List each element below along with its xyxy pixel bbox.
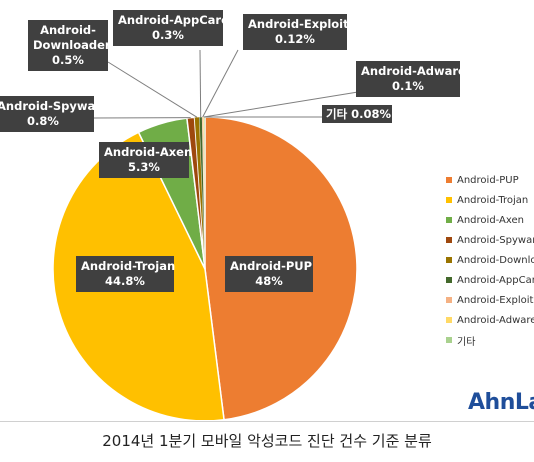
- legend-item: Android-Axen: [446, 210, 534, 230]
- leader-line-5: [199, 49, 202, 118]
- callout-android-appcare-pct: 0.3%: [152, 28, 184, 42]
- callout-android-spyware: Android-Spyware 0.8%: [0, 96, 109, 132]
- callout-android-pup-pct: 48%: [255, 274, 283, 288]
- callout-android-axen-name: Android-Axen: [104, 145, 193, 159]
- legend-swatch: [446, 337, 452, 343]
- callout-android-spyware-name: Android-Spyware: [0, 99, 109, 113]
- callout-android-downloader: Android- Downloader 0.5%: [28, 20, 111, 71]
- callout-android-trojan-pct: 44.8%: [105, 274, 145, 288]
- callout-android-downloader-pct: 0.5%: [52, 53, 84, 67]
- legend-item: Android-Adware: [446, 310, 534, 330]
- callout-android-trojan-name: Android-Trojan: [81, 259, 176, 273]
- logo-text: AhnLab: [468, 390, 534, 415]
- legend-swatch: [446, 237, 452, 243]
- callout-android-exploit-name: Android-Exploit: [248, 17, 349, 31]
- callout-android-appcare-name: Android-AppCare: [118, 13, 229, 27]
- divider: [0, 421, 534, 422]
- legend-label: Android-Adware: [457, 314, 534, 326]
- legend-item: Android-Exploit: [446, 290, 534, 310]
- legend-swatch: [446, 197, 452, 203]
- legend-label: Android-PUP: [457, 174, 519, 186]
- legend-label: Android-Trojan: [457, 194, 529, 206]
- legend-item: 기타: [446, 330, 534, 350]
- figure-caption: 2014년 1분기 모바일 악성코드 진단 건수 기준 분류: [102, 432, 432, 450]
- callout-etc: 기타 0.08%: [322, 105, 392, 123]
- legend-item: Android-Downloader: [446, 250, 534, 270]
- legend-item: Android-AppCare: [446, 270, 534, 290]
- legend-label: Android-AppCare: [457, 274, 534, 286]
- legend-item: Android-Trojan: [446, 190, 534, 210]
- callout-android-adware-name: Android-Adware: [361, 64, 466, 78]
- callout-android-axen-pct: 5.3%: [128, 160, 160, 174]
- ahnlab-logo: AhnLab: [468, 390, 534, 415]
- callout-android-pup: Android-PUP 48%: [225, 256, 313, 292]
- leader-line-7: [203, 91, 359, 118]
- legend-label: Android-Exploit: [457, 294, 534, 306]
- chart-area: Android-PUP 48% Android-Trojan 44.8% And…: [0, 10, 534, 420]
- legend-label: Android-Downloader: [457, 254, 534, 266]
- callout-android-pup-name: Android-PUP: [230, 259, 313, 273]
- legend-item: Android-PUP: [446, 170, 534, 190]
- callout-etc-text: 기타 0.08%: [326, 107, 392, 121]
- leader-line-4: [107, 61, 198, 118]
- callout-android-exploit-pct: 0.12%: [275, 32, 315, 46]
- legend-label: 기타: [457, 336, 476, 348]
- callout-android-exploit: Android-Exploit 0.12%: [243, 14, 349, 50]
- callout-android-downloader-name-1: Android-: [40, 23, 96, 37]
- callout-android-trojan: Android-Trojan 44.8%: [76, 256, 176, 292]
- legend-swatch: [446, 297, 452, 303]
- legend-swatch: [446, 217, 452, 223]
- callout-android-spyware-pct: 0.8%: [27, 114, 59, 128]
- leader-line-6: [202, 49, 239, 118]
- callout-android-adware: Android-Adware 0.1%: [356, 61, 466, 97]
- legend-swatch: [446, 257, 452, 263]
- legend-label: Android-Axen: [457, 214, 524, 226]
- legend-swatch: [446, 277, 452, 283]
- chart-legend: Android-PUP Android-Trojan Android-Axen And…: [446, 170, 534, 350]
- callout-android-axen: Android-Axen 5.3%: [99, 142, 193, 178]
- legend-item: Android-Spyware: [446, 230, 534, 250]
- callout-android-downloader-name-2: Downloader: [33, 38, 111, 52]
- legend-swatch: [446, 177, 452, 183]
- legend-swatch: [446, 317, 452, 323]
- callout-android-adware-pct: 0.1%: [392, 79, 424, 93]
- legend-label: Android-Spyware: [457, 234, 534, 246]
- callout-android-appcare: Android-AppCare 0.3%: [113, 10, 229, 46]
